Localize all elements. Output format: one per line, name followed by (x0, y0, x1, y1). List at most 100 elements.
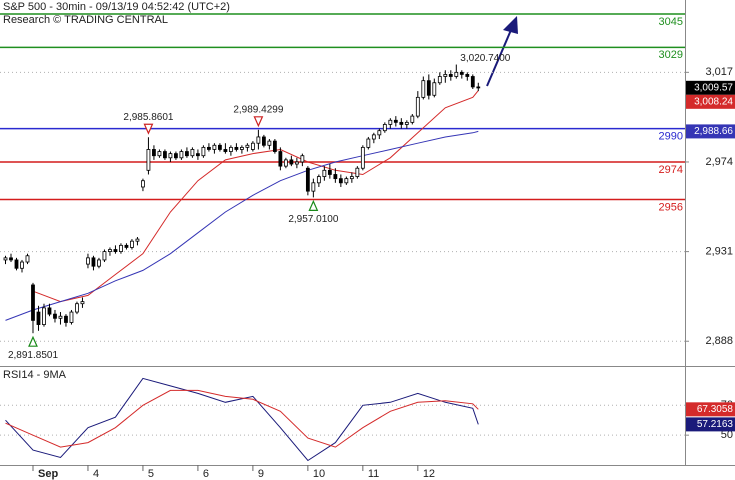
candle-body (174, 153, 178, 159)
candle-body (371, 134, 376, 140)
arrow-shaft (486, 29, 512, 87)
price-badge-label: 3,009.57 (694, 82, 733, 93)
candle-body (196, 153, 200, 157)
candle-body (168, 153, 173, 159)
annotation-label: 2,957.0100 (288, 214, 338, 225)
candle-body (228, 146, 233, 152)
candle-body (426, 80, 431, 96)
candle-body (69, 311, 74, 323)
chart-subtitle: Research © TRADING CENTRAL (3, 14, 168, 26)
candle-body (327, 169, 332, 175)
candle-body (267, 140, 272, 146)
candle-body (459, 71, 464, 75)
level-label: 2956 (659, 201, 683, 213)
candle-body (278, 151, 283, 167)
annotation-marker (28, 335, 38, 347)
candle-body (42, 307, 46, 325)
candle-body (207, 146, 211, 150)
candle-body (399, 121, 404, 125)
candle-body (421, 80, 426, 98)
line-series (5, 377, 479, 462)
line-series (5, 130, 479, 321)
candle-body (454, 71, 459, 77)
annotation-marker (143, 123, 154, 135)
candle-body (113, 249, 118, 253)
candle-body (355, 167, 360, 177)
annotation-label: 2,989.4299 (233, 104, 283, 115)
candle-body (97, 259, 101, 267)
candle-body (152, 149, 156, 157)
candle-body (388, 119, 393, 125)
y-tick-label: 2,974 (705, 156, 733, 168)
candle-body (294, 161, 299, 165)
price-badge (686, 124, 735, 139)
candle-body (146, 149, 151, 171)
candle-body (53, 313, 57, 319)
candle-body (58, 315, 63, 319)
candle-body (190, 149, 195, 157)
annotation-label: 2,891.8501 (8, 350, 58, 361)
annotation-marker (253, 116, 264, 128)
price-badge-label: 57.2163 (697, 419, 734, 430)
candle-body (9, 257, 13, 261)
candle-body (223, 149, 228, 152)
price-badge (686, 94, 735, 109)
candle-body (130, 240, 134, 248)
candle-body (437, 76, 442, 84)
candle-body (75, 303, 79, 313)
candle-body (163, 151, 167, 159)
annotation-marker (308, 199, 319, 211)
candle-body (108, 249, 112, 253)
candle-body (465, 74, 470, 77)
price-badge (686, 402, 735, 417)
candle-body (382, 124, 387, 132)
candle-body (102, 251, 107, 261)
x-tick-label: 12 (423, 468, 435, 480)
candle-body (333, 174, 338, 180)
candle-body (47, 307, 52, 315)
x-tick-label: 11 (368, 468, 379, 480)
candle-body (250, 142, 255, 150)
candle-body (212, 144, 217, 150)
annotation-label: 3,020.7400 (460, 53, 510, 64)
candle-body (300, 155, 305, 163)
level-label: 2974 (659, 164, 683, 176)
x-tick-label: Sep (38, 468, 58, 480)
candle-body (344, 178, 349, 184)
price-badge-label: 2,988.66 (694, 126, 733, 137)
candle-body (322, 169, 327, 177)
candle-body (3, 257, 8, 261)
price-badge-label: 67.3058 (697, 404, 734, 415)
candle-body (80, 301, 85, 305)
candle-body (201, 146, 206, 157)
candle-body (86, 257, 90, 265)
candle-body (432, 82, 437, 96)
price-badge-label: 3,008.24 (694, 96, 733, 107)
candle-body (234, 146, 239, 150)
candle-body (20, 261, 24, 269)
candle-body (289, 159, 294, 165)
candle-body (338, 178, 343, 184)
price-badge (686, 80, 735, 95)
candle-body (305, 167, 310, 192)
candle-body (311, 182, 316, 192)
price-badge (686, 417, 735, 432)
y-tick-label: 50 (721, 429, 733, 441)
annotation-label: 2,985.8601 (123, 112, 173, 123)
candle-body (404, 121, 409, 125)
x-tick-label: 10 (313, 468, 325, 480)
level-label: 3045 (659, 16, 683, 28)
candle-body (410, 115, 415, 123)
y-tick-label: 2,931 (705, 246, 733, 258)
candle-body (119, 244, 123, 253)
x-tick-label: 5 (148, 468, 154, 480)
candle-body (316, 176, 321, 184)
candle-body (415, 96, 420, 117)
candle-body (360, 146, 365, 169)
candle-body (36, 311, 41, 325)
trend-arrow (486, 16, 518, 87)
candle-body (25, 255, 30, 263)
x-tick-label: 9 (258, 468, 264, 480)
